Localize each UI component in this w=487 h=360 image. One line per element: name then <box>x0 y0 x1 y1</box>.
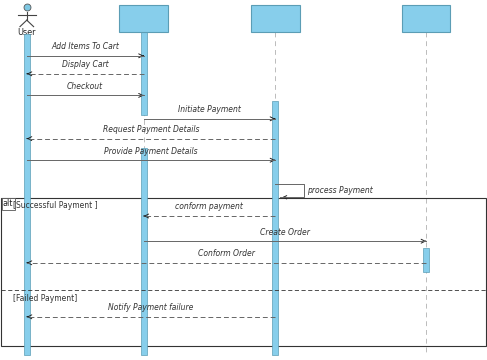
Text: alt: alt <box>3 199 13 208</box>
Text: User: User <box>18 28 36 37</box>
Text: Payment
Gateway: Payment Gateway <box>257 9 293 28</box>
Text: Checkout: Checkout <box>67 82 103 91</box>
Bar <box>141 32 147 115</box>
Bar <box>251 5 300 32</box>
Text: [Failed Payment]: [Failed Payment] <box>13 294 77 303</box>
Text: process Payment: process Payment <box>307 186 373 195</box>
Bar <box>141 148 147 355</box>
Bar <box>24 34 30 355</box>
Text: Add Items To Cart: Add Items To Cart <box>51 42 119 51</box>
Bar <box>272 101 278 355</box>
Text: Notify Payment failure: Notify Payment failure <box>108 303 194 312</box>
Text: Provide Payment Details: Provide Payment Details <box>104 147 198 156</box>
Bar <box>1 198 486 346</box>
Bar <box>119 5 168 32</box>
Text: Request Payment Details: Request Payment Details <box>103 125 199 134</box>
Text: Order
System: Order System <box>411 9 441 28</box>
Text: Display Cart: Display Cart <box>62 60 109 69</box>
Bar <box>402 5 450 32</box>
Bar <box>423 248 429 272</box>
Text: Create Order: Create Order <box>260 228 310 237</box>
Text: [Successful Payment ]: [Successful Payment ] <box>13 201 98 210</box>
Text: conform payment: conform payment <box>175 202 244 211</box>
Text: Initiate Payment: Initiate Payment <box>178 105 241 114</box>
Text: Conform Order: Conform Order <box>198 249 255 258</box>
Text: Shopping
Cart: Shopping Cart <box>125 9 163 28</box>
